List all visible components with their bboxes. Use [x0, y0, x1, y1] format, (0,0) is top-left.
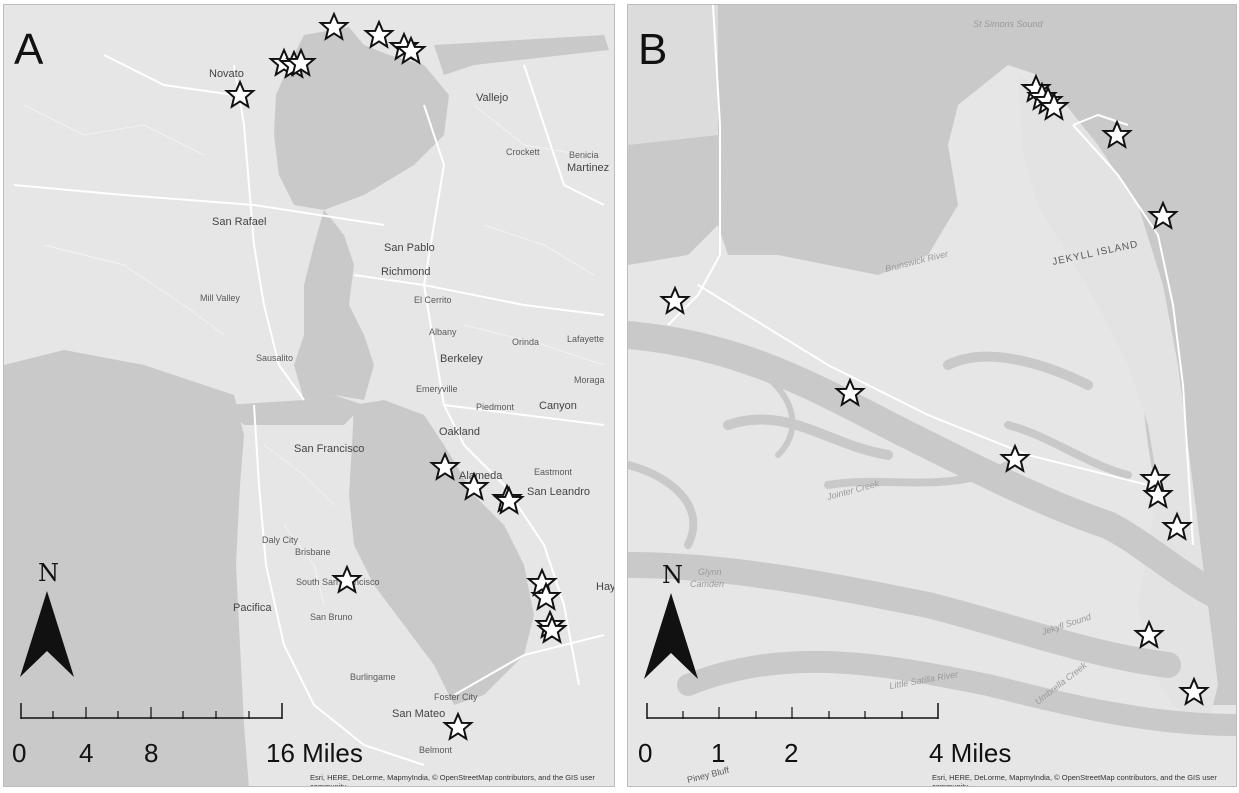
- scale-bar-ticks: [646, 703, 939, 719]
- label-st-simons: St Simons Sound: [973, 19, 1044, 29]
- label-san-leandro: San Leandro: [527, 486, 590, 498]
- road-network-b: [667, 5, 1194, 546]
- markers-a: [225, 13, 567, 740]
- label-glynn: Glynn: [698, 567, 722, 577]
- north-arrow-icon: [644, 593, 698, 679]
- map-b-canvas: St Simons Sound Brunswick River JEKYLL I…: [628, 5, 1236, 786]
- road-network: [13, 54, 605, 766]
- scale-label-3: 16 Miles: [266, 738, 363, 768]
- label-el-cerrito: El Cerrito: [414, 295, 452, 305]
- san-pablo-bay: [274, 27, 449, 210]
- map-panel-a: Novato Vallejo San Rafael San Pablo Rich…: [3, 4, 615, 787]
- label-orinda: Orinda: [512, 337, 539, 347]
- label-san-rafael: San Rafael: [212, 216, 266, 228]
- star-marker-icon: [459, 473, 489, 500]
- label-san-bruno: San Bruno: [310, 612, 353, 622]
- scale-label-1: 4: [79, 738, 94, 768]
- ocean-water: [4, 350, 249, 786]
- label-albany: Albany: [429, 327, 457, 337]
- star-marker-icon: [660, 287, 690, 314]
- star-marker-icon: [225, 81, 255, 108]
- star-marker-icon: [835, 379, 865, 406]
- label-hayward: Hayward: [596, 581, 615, 593]
- scale-label-0: 0: [638, 738, 653, 768]
- star-marker-icon: [1148, 202, 1178, 229]
- label-moraga: Moraga: [574, 375, 605, 385]
- label-foster-city: Foster City: [434, 692, 478, 702]
- star-marker-icon: [364, 21, 394, 48]
- star-marker-icon: [1102, 121, 1132, 148]
- north-arrow: N: [18, 559, 78, 679]
- label-canyon: Canyon: [539, 400, 577, 412]
- map-credit: Esri, HERE, DeLorme, MapmyIndia, © OpenS…: [932, 773, 1217, 787]
- label-burlingame: Burlingame: [350, 672, 396, 682]
- star-marker-icon: [1179, 678, 1209, 705]
- star-marker-icon: [443, 713, 473, 740]
- star-marker-icon: [319, 13, 349, 40]
- star-marker-icon: [1134, 621, 1164, 648]
- label-eastmont: Eastmont: [534, 467, 573, 477]
- north-label: N: [38, 559, 59, 587]
- markers-b: [660, 75, 1209, 705]
- label-oakland: Oakland: [439, 426, 480, 438]
- label-crockett: Crockett: [506, 147, 540, 157]
- panel-letter: B: [638, 25, 668, 74]
- label-alameda: Alameda: [459, 470, 503, 482]
- label-benicia: Benicia: [569, 150, 599, 160]
- label-pacifica: Pacifica: [233, 602, 272, 614]
- scale-label-0: 0: [12, 738, 27, 768]
- star-marker-icon: [1000, 445, 1030, 472]
- scale-label-2: 2: [784, 738, 799, 768]
- label-martinez: Martinez: [567, 162, 609, 174]
- north-label: N: [662, 561, 683, 589]
- panel-letter: A: [14, 25, 44, 74]
- north-arrow-icon: [20, 591, 74, 677]
- star-marker-icon: [430, 453, 460, 480]
- star-marker-icon: [1162, 513, 1192, 540]
- label-sausalito: Sausalito: [256, 353, 293, 363]
- sf-bay: [349, 400, 534, 705]
- label-san-francisco: San Francisco: [294, 443, 364, 455]
- map-panel-b: St Simons Sound Brunswick River JEKYLL I…: [627, 4, 1237, 787]
- label-camden: Camden: [690, 579, 724, 589]
- label-richmond: Richmond: [381, 266, 431, 278]
- scale-label-3: 4 Miles: [929, 738, 1012, 768]
- label-vallejo: Vallejo: [476, 92, 508, 104]
- label-novato: Novato: [209, 68, 244, 80]
- label-belmont: Belmont: [419, 745, 453, 755]
- map-a-canvas: Novato Vallejo San Rafael San Pablo Rich…: [4, 5, 615, 786]
- map-credit: Esri, HERE, DeLorme, MapmyIndia, © OpenS…: [310, 773, 595, 787]
- label-brisbane: Brisbane: [295, 547, 331, 557]
- scale-bar: [20, 703, 290, 727]
- label-san-pablo: San Pablo: [384, 242, 435, 254]
- star-marker-icon: [332, 566, 362, 593]
- label-mill-valley: Mill Valley: [200, 293, 240, 303]
- north-arrow: N: [642, 561, 702, 681]
- label-san-mateo: San Mateo: [392, 708, 445, 720]
- scale-label-2: 8: [144, 738, 159, 768]
- label-south-sf: South San Francisco: [296, 577, 380, 587]
- label-piedmont: Piedmont: [476, 402, 515, 412]
- label-berkeley: Berkeley: [440, 353, 483, 365]
- label-lafayette: Lafayette: [567, 334, 604, 344]
- scale-bar: [646, 703, 946, 727]
- label-daly-city: Daly City: [262, 535, 299, 545]
- scale-label-1: 1: [711, 738, 726, 768]
- label-emeryville: Emeryville: [416, 384, 458, 394]
- scale-bar-ticks: [20, 703, 283, 719]
